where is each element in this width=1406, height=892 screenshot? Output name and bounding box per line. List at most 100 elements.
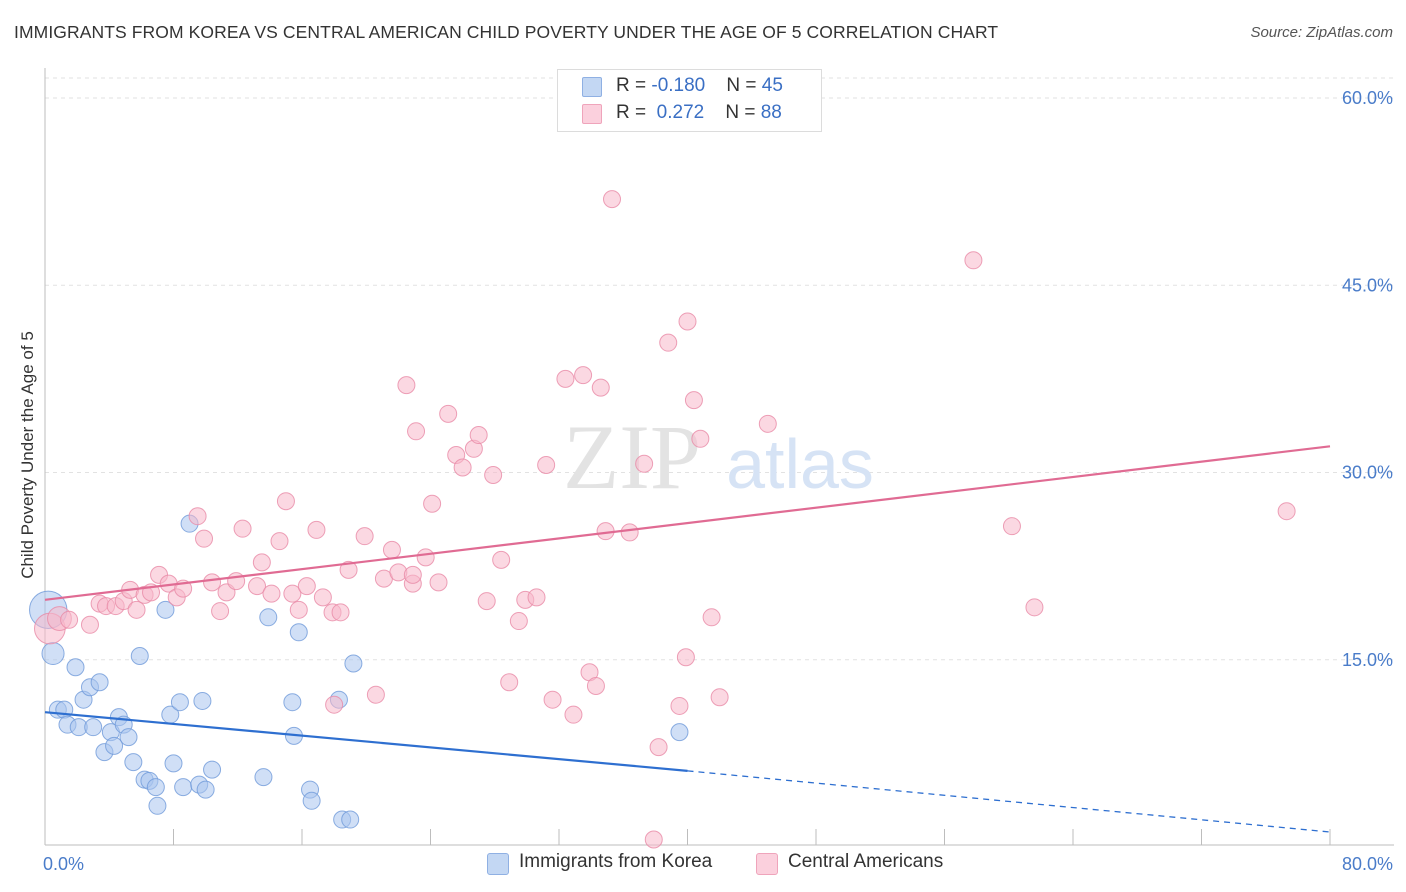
point-central-american — [227, 572, 246, 591]
point-korea — [259, 608, 278, 627]
point-central-american — [1025, 598, 1044, 617]
point-central-american — [233, 519, 252, 538]
point-central-american — [248, 577, 267, 596]
point-central-american — [331, 603, 350, 622]
y-tick-label: 45.0% — [1342, 275, 1393, 295]
legend-r-value-korea: -0.180 — [651, 75, 706, 96]
point-central-american — [676, 648, 695, 667]
y-tick-label: 15.0% — [1342, 650, 1393, 670]
point-central-american — [586, 676, 605, 695]
point-central-american — [659, 333, 678, 352]
point-korea — [341, 810, 360, 829]
point-korea — [196, 780, 215, 799]
point-korea — [119, 728, 138, 747]
point-central-american — [1002, 517, 1021, 536]
legend-n-value-central: 88 — [760, 102, 782, 123]
y-tick-label: 30.0% — [1342, 463, 1393, 483]
point-korea — [174, 778, 193, 797]
point-central-american — [262, 584, 281, 603]
point-central-american — [537, 456, 556, 475]
point-central-american — [691, 429, 710, 448]
legend-n-value-korea: 45 — [761, 75, 783, 96]
point-central-american — [80, 615, 99, 634]
point-central-american — [702, 608, 721, 627]
point-korea — [66, 658, 85, 677]
point-central-american — [758, 414, 777, 433]
point-central-american — [556, 369, 575, 388]
data-points — [29, 190, 1296, 849]
point-central-american — [574, 366, 593, 385]
point-central-american — [710, 688, 729, 707]
point-central-american — [484, 465, 503, 484]
point-central-american — [325, 695, 344, 714]
point-korea — [41, 641, 65, 666]
point-central-american — [283, 584, 302, 603]
point-central-american — [289, 600, 308, 619]
point-korea — [302, 791, 321, 810]
legend-row-korea: R = -0.180 N = 45 — [582, 75, 783, 99]
watermark-atlas: atlas — [726, 425, 874, 503]
point-central-american — [684, 391, 703, 410]
point-korea — [670, 723, 689, 742]
point-central-american — [366, 685, 385, 704]
legend-r-label: R = — [616, 102, 652, 123]
point-central-american — [203, 573, 222, 592]
bottom-legend-label-korea: Immigrants from Korea — [519, 851, 713, 872]
point-central-american — [1277, 502, 1296, 521]
point-central-american — [397, 376, 416, 395]
point-central-american — [439, 404, 458, 423]
point-central-american — [492, 550, 511, 569]
point-central-american — [429, 573, 448, 592]
source-credit: Source: ZipAtlas.com — [1250, 24, 1393, 41]
chart-title: IMMIGRANTS FROM KOREA VS CENTRAL AMERICA… — [14, 22, 999, 42]
legend-n-label: N = — [726, 75, 762, 96]
bottom-legend-swatch-korea — [487, 853, 509, 875]
point-korea — [254, 768, 273, 787]
point-korea — [90, 673, 109, 692]
point-central-american — [670, 696, 689, 715]
gridlines — [45, 77, 1394, 661]
point-central-american — [453, 458, 472, 477]
point-korea — [124, 753, 143, 772]
point-korea — [203, 760, 222, 779]
bottom-legend-swatch-central — [756, 853, 778, 875]
correlation-legend: R = -0.180 N = 45 R = 0.272 N = 88 — [557, 69, 822, 132]
point-korea — [148, 796, 167, 815]
watermark-zip: ZIP — [563, 406, 701, 508]
point-central-american — [469, 426, 488, 445]
bottom-legend-label-central: Central Americans — [788, 851, 944, 872]
point-central-american — [591, 378, 610, 397]
point-central-american — [339, 560, 358, 579]
point-central-american — [543, 690, 562, 709]
watermark: ZIP atlas — [563, 406, 874, 508]
point-central-american — [477, 592, 496, 611]
point-korea — [156, 600, 175, 619]
point-central-american — [644, 830, 663, 849]
point-central-american — [403, 565, 422, 584]
point-central-american — [603, 190, 622, 209]
point-central-american — [307, 520, 326, 539]
point-central-american — [423, 494, 442, 513]
point-korea — [283, 693, 302, 712]
point-korea — [84, 718, 103, 737]
point-korea — [344, 654, 363, 673]
point-korea — [130, 647, 149, 666]
point-central-american — [500, 673, 519, 692]
x-tick-label-min: 0.0% — [43, 854, 84, 874]
legend-swatch-central-americans — [582, 104, 602, 124]
trend-line-central-american — [44, 445, 1331, 601]
point-central-american — [620, 523, 639, 542]
trend-line-korea — [44, 711, 688, 772]
point-central-american — [964, 251, 983, 270]
legend-row-central-americans: R = 0.272 N = 88 — [582, 102, 782, 126]
point-central-american — [355, 527, 374, 546]
point-korea — [193, 691, 212, 710]
point-central-american — [252, 553, 271, 572]
point-central-american — [564, 705, 583, 724]
point-central-american — [382, 540, 401, 559]
x-tick-label-max: 80.0% — [1342, 854, 1393, 874]
axes — [44, 68, 1394, 846]
point-central-american — [297, 577, 316, 596]
trend-lines — [44, 445, 1331, 833]
point-central-american — [211, 602, 230, 621]
